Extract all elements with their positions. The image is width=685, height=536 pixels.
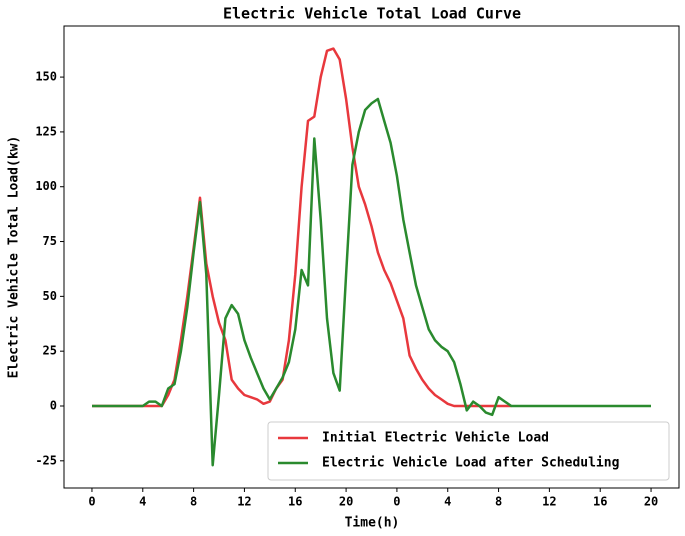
x-tick-label: 12 bbox=[542, 495, 556, 509]
x-tick-label: 12 bbox=[237, 495, 251, 509]
x-tick-label: 4 bbox=[444, 495, 451, 509]
y-tick-label: 150 bbox=[35, 70, 57, 84]
legend-label: Initial Electric Vehicle Load bbox=[322, 431, 549, 446]
plot-frame bbox=[63, 25, 680, 489]
x-tick-label: 4 bbox=[139, 495, 146, 509]
x-tick-label: 16 bbox=[288, 495, 302, 509]
legend-box bbox=[267, 421, 670, 481]
x-tick-label: 20 bbox=[339, 495, 353, 509]
y-tick-label: 100 bbox=[35, 179, 57, 193]
y-tick-label: -25 bbox=[35, 453, 57, 467]
y-tick-label: 0 bbox=[50, 398, 57, 412]
legend-label: Electric Vehicle Load after Scheduling bbox=[322, 456, 619, 471]
x-axis-label: Time(h) bbox=[345, 516, 400, 531]
chart-title: Electric Vehicle Total Load Curve bbox=[223, 5, 521, 23]
y-tick-label: 75 bbox=[43, 234, 57, 248]
y-tick-label: 25 bbox=[43, 344, 57, 358]
x-tick-label: 16 bbox=[593, 495, 607, 509]
series-line bbox=[92, 97, 651, 467]
x-tick-label: 0 bbox=[393, 495, 400, 509]
x-tick-label: 20 bbox=[644, 495, 658, 509]
y-axis-label: Electric Vehicle Total Load(kw) bbox=[7, 136, 22, 379]
x-tick-label: 0 bbox=[88, 495, 95, 509]
y-tick-label: 50 bbox=[43, 289, 57, 303]
x-tick-label: 8 bbox=[190, 495, 197, 509]
y-tick-label: 125 bbox=[35, 124, 57, 138]
x-tick-label: 8 bbox=[495, 495, 502, 509]
